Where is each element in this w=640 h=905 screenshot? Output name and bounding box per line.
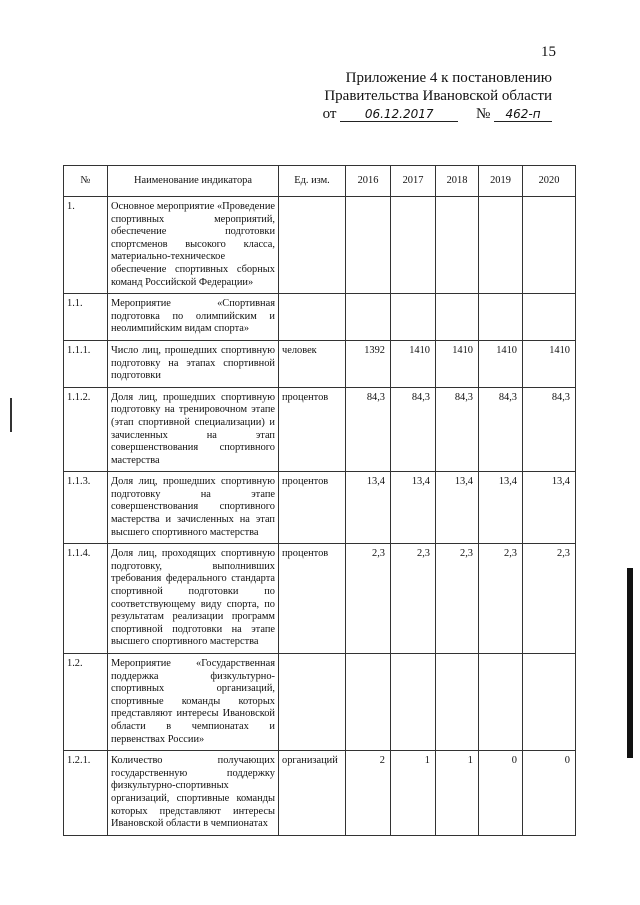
table-row: 1.1.4. Доля лиц, проходящих спортивную по…: [63, 543, 576, 654]
resolution-number: 462-п: [494, 107, 552, 122]
value-2019: [478, 195, 523, 295]
value-2016: 1392: [345, 339, 391, 388]
value-2020: [522, 293, 576, 341]
value-2019: 2,3: [478, 543, 523, 654]
indicator-name: Доля лиц, проходящих спортивную подготов…: [107, 543, 279, 654]
column-header: 2018: [435, 165, 479, 197]
row-number: 1.1.: [63, 293, 108, 341]
table-row: 1.1.1. Число лиц, прошедших спортивную по…: [63, 339, 576, 388]
table-row: 1. Основное мероприятие «Проведение спорт…: [63, 195, 576, 295]
unit: процентов: [278, 543, 346, 654]
value-2017: [390, 195, 436, 295]
appendix-authority: Правительства Ивановской области: [324, 88, 552, 104]
value-2017: [390, 293, 436, 341]
value-2020: 1410: [522, 339, 576, 388]
indicator-name: Доля лиц, прошедших спортивную подготовк…: [107, 386, 279, 473]
indicator-name: Количество получающих государственную по…: [107, 750, 279, 836]
indicator-name: Мероприятие «Государственная поддержка ф…: [107, 652, 279, 752]
scan-mark: [10, 398, 12, 432]
value-2019: 84,3: [478, 386, 523, 473]
indicator-name: Основное мероприятие «Проведение спортив…: [107, 195, 279, 295]
column-header: 2019: [478, 165, 523, 197]
appendix-title: Приложение 4 к постановлению: [345, 70, 552, 86]
indicator-name: Число лиц, прошедших спортивную подготов…: [107, 339, 279, 388]
value-2017: 1410: [390, 339, 436, 388]
value-2016: 2: [345, 750, 391, 836]
column-header: Ед. изм.: [278, 165, 346, 197]
table-header-row: № Наименование индикатора Ед. изм. 2016 2017…: [63, 165, 576, 197]
table-row: 1.1.3. Доля лиц, прошедших спортивную под…: [63, 471, 576, 545]
row-number: 1.2.1.: [63, 750, 108, 836]
unit: [278, 195, 346, 295]
value-2016: [345, 195, 391, 295]
value-2020: 2,3: [522, 543, 576, 654]
value-2016: [345, 293, 391, 341]
indicator-name: Доля лиц, прошедших спортивную подготовк…: [107, 471, 279, 545]
row-number: 1.2.: [63, 652, 108, 752]
number-label: №: [475, 106, 491, 122]
column-header: 2016: [345, 165, 391, 197]
column-header: 2017: [390, 165, 436, 197]
column-header: 2020: [522, 165, 576, 197]
value-2020: [522, 195, 576, 295]
resolution-reference: от 06.12.2017 № 462-п: [323, 106, 552, 123]
value-2017: [390, 652, 436, 752]
value-2018: 13,4: [435, 471, 479, 545]
unit: [278, 293, 346, 341]
value-2019: 0: [478, 750, 523, 836]
value-2018: [435, 293, 479, 341]
value-2018: [435, 195, 479, 295]
table-row: 1.1. Мероприятие «Спортивная подготовка п…: [63, 293, 576, 341]
row-number: 1.1.3.: [63, 471, 108, 545]
value-2018: 2,3: [435, 543, 479, 654]
indicator-name: Мероприятие «Спортивная подготовка по ол…: [107, 293, 279, 341]
value-2018: [435, 652, 479, 752]
value-2018: 1: [435, 750, 479, 836]
value-2016: 84,3: [345, 386, 391, 473]
value-2020: 0: [522, 750, 576, 836]
value-2019: 1410: [478, 339, 523, 388]
unit: процентов: [278, 471, 346, 545]
table-row: 1.2. Мероприятие «Государственная поддерж…: [63, 652, 576, 752]
value-2016: 13,4: [345, 471, 391, 545]
value-2017: 2,3: [390, 543, 436, 654]
column-header: Наименование индикатора: [107, 165, 279, 197]
unit: [278, 652, 346, 752]
indicators-table: № Наименование индикатора Ед. изм. 2016 2017…: [63, 165, 576, 836]
table-row: 1.2.1. Количество получающих государствен…: [63, 750, 576, 836]
resolution-date: 06.12.2017: [340, 107, 459, 122]
unit: человек: [278, 339, 346, 388]
value-2020: [522, 652, 576, 752]
value-2019: [478, 652, 523, 752]
unit: организаций: [278, 750, 346, 836]
table-row: 1.1.2. Доля лиц, прошедших спортивную под…: [63, 386, 576, 473]
value-2017: 1: [390, 750, 436, 836]
column-header: №: [63, 165, 108, 197]
row-number: 1.1.2.: [63, 386, 108, 473]
value-2018: 84,3: [435, 386, 479, 473]
row-number: 1.1.1.: [63, 339, 108, 388]
value-2017: 84,3: [390, 386, 436, 473]
page-number: 15: [541, 44, 556, 60]
value-2016: [345, 652, 391, 752]
value-2017: 13,4: [390, 471, 436, 545]
value-2020: 13,4: [522, 471, 576, 545]
row-number: 1.: [63, 195, 108, 295]
row-number: 1.1.4.: [63, 543, 108, 654]
from-label: от: [322, 106, 337, 122]
scan-edge-mark: [627, 568, 633, 758]
value-2020: 84,3: [522, 386, 576, 473]
value-2016: 2,3: [345, 543, 391, 654]
value-2019: 13,4: [478, 471, 523, 545]
value-2018: 1410: [435, 339, 479, 388]
unit: процентов: [278, 386, 346, 473]
value-2019: [478, 293, 523, 341]
